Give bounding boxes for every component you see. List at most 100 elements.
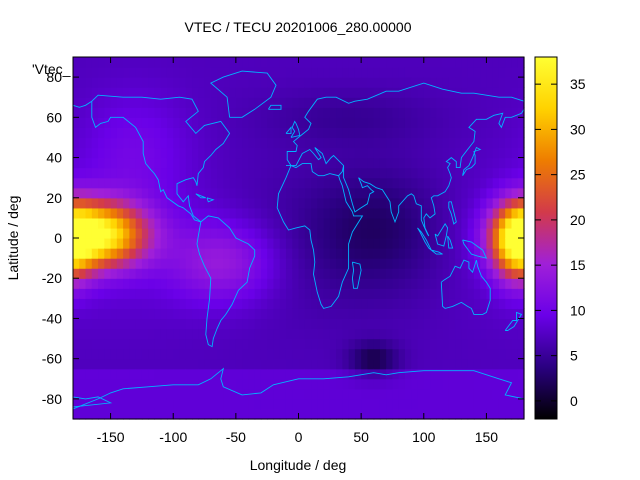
heatmap-cell: [104, 117, 112, 128]
heatmap-cell: [123, 107, 130, 118]
heatmap-cell: [455, 57, 462, 68]
heatmap-cell: [467, 77, 475, 88]
heatmap-cell: [79, 227, 87, 239]
heatmap-cell: [348, 157, 356, 169]
heatmap-cell: [461, 177, 469, 189]
heatmap-cell: [404, 378, 412, 390]
heatmap-cell: [129, 338, 137, 350]
heatmap-cell: [486, 207, 494, 219]
heatmap-cell: [486, 328, 494, 340]
heatmap-cell: [317, 258, 325, 269]
heatmap-cell: [254, 227, 262, 239]
heatmap-cell: [91, 87, 99, 98]
heatmap-cell: [361, 278, 368, 289]
heatmap-cell: [292, 167, 300, 179]
heatmap-cell: [461, 87, 469, 98]
heatmap-cell: [486, 348, 494, 360]
heatmap-cell: [185, 378, 193, 390]
heatmap-cell: [486, 308, 494, 320]
heatmap-cell: [455, 77, 462, 88]
heatmap-cell: [404, 117, 412, 128]
heatmap-cell: [217, 358, 224, 370]
heatmap-cell: [179, 398, 187, 410]
heatmap-cell: [123, 398, 130, 410]
heatmap-cell: [235, 217, 243, 229]
heatmap-cell: [98, 288, 105, 299]
heatmap-cell: [392, 197, 400, 209]
heatmap-cell: [304, 157, 312, 169]
heatmap-cell: [298, 167, 306, 179]
heatmap-cell: [398, 157, 406, 169]
heatmap-cell: [480, 77, 488, 88]
heatmap-cell: [204, 278, 212, 289]
heatmap-cell: [217, 197, 224, 209]
heatmap-cell: [467, 408, 475, 420]
heatmap-cell: [141, 217, 149, 229]
heatmap-cell: [329, 378, 337, 390]
heatmap-cell: [311, 197, 318, 209]
heatmap-cell: [336, 217, 343, 229]
heatmap-cell: [430, 157, 437, 169]
heatmap-cell: [430, 238, 437, 249]
heatmap-cell: [254, 318, 262, 330]
heatmap-cell: [73, 117, 80, 128]
heatmap-cell: [492, 408, 500, 420]
heatmap-cell: [223, 248, 231, 259]
heatmap-cell: [492, 248, 500, 259]
heatmap-cell: [279, 77, 287, 88]
heatmap-cell: [386, 348, 394, 360]
heatmap-cell: [473, 358, 481, 370]
heatmap-cell: [148, 288, 156, 299]
heatmap-cell: [229, 378, 237, 390]
heatmap-cell: [129, 288, 137, 299]
heatmap-cell: [511, 97, 519, 108]
heatmap-cell: [379, 248, 387, 259]
heatmap-cell: [317, 388, 325, 400]
heatmap-cell: [248, 288, 256, 299]
heatmap-cell: [298, 288, 306, 299]
heatmap-cell: [129, 278, 137, 289]
heatmap-cell: [467, 288, 475, 299]
heatmap-cell: [154, 248, 162, 259]
heatmap-cell: [367, 177, 375, 189]
heatmap-cell: [135, 107, 143, 118]
heatmap-cell: [235, 288, 243, 299]
heatmap-cell: [166, 288, 174, 299]
heatmap-cell: [141, 398, 149, 410]
heatmap-cell: [392, 338, 400, 350]
heatmap-cell: [129, 408, 137, 420]
heatmap-cell: [411, 77, 419, 88]
heatmap-cell: [179, 107, 187, 118]
heatmap-cell: [511, 207, 519, 219]
heatmap-cell: [354, 378, 362, 390]
heatmap-cell: [517, 107, 525, 118]
heatmap-cell: [248, 408, 256, 420]
heatmap-cell: [430, 398, 437, 410]
heatmap-cell: [461, 398, 469, 410]
heatmap-cell: [473, 238, 481, 249]
heatmap-cell: [436, 368, 444, 380]
heatmap-cell: [486, 388, 494, 400]
heatmap-cell: [473, 127, 481, 139]
heatmap-cell: [461, 137, 469, 149]
heatmap-cell: [79, 378, 87, 390]
heatmap-cell: [79, 368, 87, 380]
heatmap-cell: [248, 77, 256, 88]
heatmap-cell: [480, 328, 488, 340]
heatmap-cell: [116, 338, 124, 350]
heatmap-cell: [85, 167, 93, 179]
heatmap-cell: [79, 87, 87, 98]
heatmap-cell: [386, 87, 394, 98]
heatmap-cell: [292, 157, 300, 169]
heatmap-cell: [116, 227, 124, 239]
heatmap-cell: [492, 57, 500, 68]
heatmap-cell: [285, 328, 293, 340]
heatmap-cell: [473, 97, 481, 108]
heatmap-cell: [348, 117, 356, 128]
heatmap-cell: [373, 167, 381, 179]
heatmap-cell: [110, 348, 118, 360]
heatmap-cell: [404, 388, 412, 400]
heatmap-cell: [104, 157, 112, 169]
heatmap-cell: [404, 187, 412, 199]
heatmap-cell: [430, 197, 437, 209]
